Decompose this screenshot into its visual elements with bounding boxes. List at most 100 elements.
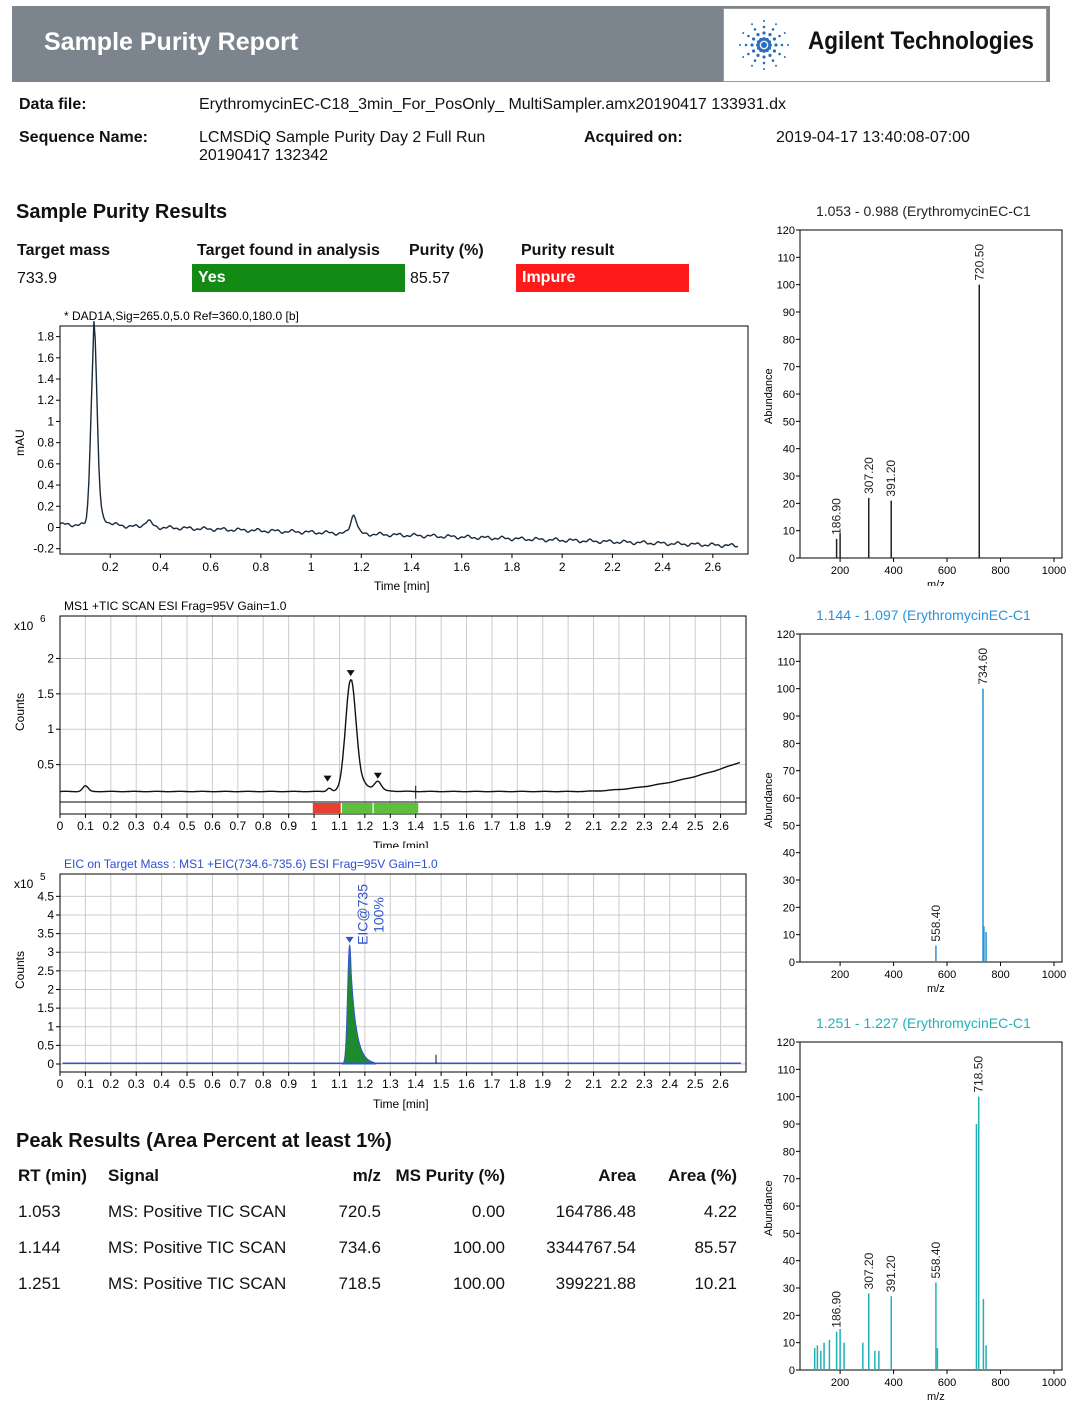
x-tick-label: 0.4 [152,560,169,574]
x-tick-label: 2.3 [636,819,653,833]
x-tick-label: 2.2 [611,819,628,833]
y-tick-label: 10 [783,930,795,942]
y-tick-label: 4.5 [37,889,54,903]
x-tick-label: 600 [938,565,956,577]
x-tick-label: 0.5 [179,819,196,833]
table-cell: 399221.88 [555,1274,636,1293]
x-tick-label: 1.6 [458,1077,475,1091]
y-tick-label: 110 [777,252,795,264]
target-found-label: Target found in analysis [197,242,380,259]
y-tick-label: 1.6 [37,351,54,365]
acquired-value: 2019-04-17 13:40:08-07:00 [776,129,970,146]
y-tick-label: 100 [777,280,795,292]
x-tick-label: 1.9 [534,819,551,833]
x-tick-label: 2 [559,560,566,574]
x-tick-label: 1.7 [484,819,501,833]
y-tick-label: 50 [783,416,795,428]
x-tick-label: 2.2 [604,560,621,574]
spark-dot [783,32,786,34]
x-tick-label: 1.8 [509,819,526,833]
spark-dot [778,52,781,56]
x-tick-label: 1.1 [331,819,348,833]
peak-mz-label: 734.60 [976,648,990,685]
y-tick-label: 110 [777,1064,795,1076]
spark-dot [756,33,760,37]
mass-spectrum-3: 1.251 - 1.227 (ErythromycinEC-C1 0 10 20 30 4… [763,1015,1066,1402]
spark-dot [768,43,772,47]
peak-mz-label: 186.90 [830,1291,844,1328]
peak-mz-label: 391.20 [884,1255,898,1292]
x-tick-label: 0.2 [102,1077,119,1091]
spark-dot [747,52,750,56]
y-tick-label: 10 [783,1338,795,1350]
x-tick-label: 0.1 [77,1077,94,1091]
y-tick-label: 70 [783,766,795,778]
spark-dot [739,44,741,46]
y-tick-label: 1.5 [37,687,54,701]
y-tick-label: 40 [783,444,795,456]
purity-value: 85.57 [410,270,451,287]
spark-dot [762,61,766,65]
spark-dot [763,20,765,22]
x-tick-label: 0.1 [77,819,94,833]
spark-dot [772,37,776,41]
column-header: MS Purity (%) [395,1166,505,1185]
y-tick-label: 2 [47,982,54,996]
x-tick-label: 0.9 [280,819,297,833]
peak-marker [323,775,332,782]
y-exponent: 5 [40,872,46,883]
peak-mz-label: 307.20 [862,1252,876,1289]
report-title: Sample Purity Report [44,28,299,56]
y-tick-label: 90 [783,1119,795,1131]
y-tick-label: 3 [47,945,54,959]
y-tick-label: 0.8 [37,436,54,450]
x-tick-label: 1000 [1042,969,1066,981]
spark-dot [780,43,784,47]
x-tick-label: 2.1 [585,819,602,833]
y-tick-label: 100 [777,684,795,696]
x-tick-label: 1.3 [382,1077,399,1091]
table-cell: 1.053 [18,1202,61,1221]
column-header: m/z [352,1166,381,1185]
sequence-label: Sequence Name: [19,129,148,146]
column-header: RT (min) [18,1166,87,1185]
y-tick-label: 0 [789,957,795,969]
x-tick-label: 1.3 [382,819,399,833]
y-tick-label: 0.5 [37,1038,54,1052]
target-found-badge: Yes [192,264,405,292]
x-axis-label: Time [min] [374,579,430,593]
y-tick-label: 20 [783,1310,795,1322]
y-axis-label: mAU [13,429,27,456]
y-tick-label: 1.2 [37,393,54,407]
agilent-spark-icon [739,20,789,70]
x-tick-label: 2.1 [585,1077,602,1091]
eic-chromatogram: 0 0.1 0.2 0.3 0.4 0.5 0.6 0.7 0.8 0.9 1 1.1 1.2 1.3 1.… [13,857,747,1111]
spark-dot [767,40,772,44]
x-axis-label: m/z [927,579,945,586]
x-axis-label: m/z [927,983,945,995]
spark-center [761,42,767,48]
y-tick-label: 70 [783,1174,795,1186]
column-header: Signal [108,1166,160,1185]
x-tick-label: 0.7 [230,1077,247,1091]
y-tick-label: 2.5 [37,964,54,978]
x-tick-label: 1000 [1042,565,1066,577]
y-tick-label: 60 [783,793,795,805]
peak-mz-label: 186.90 [830,498,844,535]
peak-mz-label: 718.50 [972,1056,986,1093]
x-axis-label: Time [min] [373,839,429,848]
peak-marker [345,936,354,943]
y-tick-label: 80 [783,738,795,750]
eic-peak-label: EIC@735 [355,884,371,945]
spark-dot [768,33,772,37]
x-tick-label: 1.8 [509,1077,526,1091]
spark-dot [751,64,753,67]
x-tick-label: 200 [831,565,849,577]
y-tick-label: 0 [47,520,54,534]
table-cell: 10.21 [694,1274,737,1293]
peak-marker [373,772,382,779]
spark-dot [762,31,766,35]
results-heading: Sample Purity Results [16,201,228,223]
spectrum-title: 1.053 - 0.988 (ErythromycinEC-C1 [816,203,1031,219]
x-tick-label: 1.5 [433,819,450,833]
